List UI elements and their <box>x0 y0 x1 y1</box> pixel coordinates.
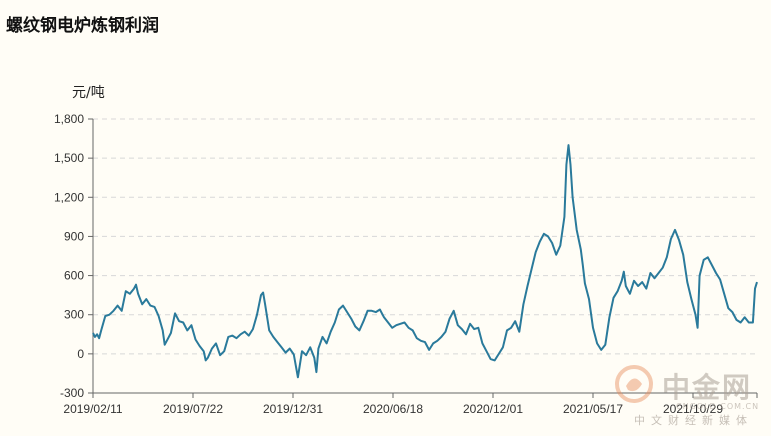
grid-lines <box>93 118 757 394</box>
y-tick-labels: -300 0 300 600 900 1,200 1,500 1,800 <box>54 112 93 400</box>
x-tick-labels: 2019/02/11 2019/07/22 2019/12/31 2020/06/18… <box>63 393 758 416</box>
y-axis-unit-label: 元/吨 <box>72 85 105 101</box>
x-tick-label: 2020/12/01 <box>463 402 523 416</box>
watermark-tagline: 中文财经新媒体 <box>634 414 753 427</box>
y-tick-label: 1,200 <box>54 190 84 204</box>
y-tick-label: 300 <box>64 308 84 322</box>
x-tick-label: 2021/10/29 <box>663 402 723 416</box>
x-tick-label: 2019/02/11 <box>63 402 122 416</box>
y-tick-label: 900 <box>64 229 84 243</box>
y-tick-label: 600 <box>64 269 84 283</box>
axes <box>92 119 757 394</box>
chart-title: 螺纹钢电炉炼钢利润 <box>6 16 159 36</box>
watermark-url: CNGOLD.COM.CN <box>676 402 760 411</box>
x-tick-label: 2021/05/17 <box>563 402 623 416</box>
x-tick-label: 2020/06/18 <box>363 402 423 416</box>
y-tick-label: 0 <box>77 347 84 361</box>
series-line <box>92 144 758 379</box>
y-tick-label: -300 <box>60 386 84 400</box>
watermark-logo-icon <box>615 365 653 403</box>
y-tick-label: 1,800 <box>54 112 84 126</box>
watermark-brand: 中金网 <box>662 371 753 404</box>
y-tick-label: 1,500 <box>54 151 84 165</box>
x-tick-label: 2019/07/22 <box>163 402 223 416</box>
x-tick-label: 2019/12/31 <box>263 402 323 416</box>
